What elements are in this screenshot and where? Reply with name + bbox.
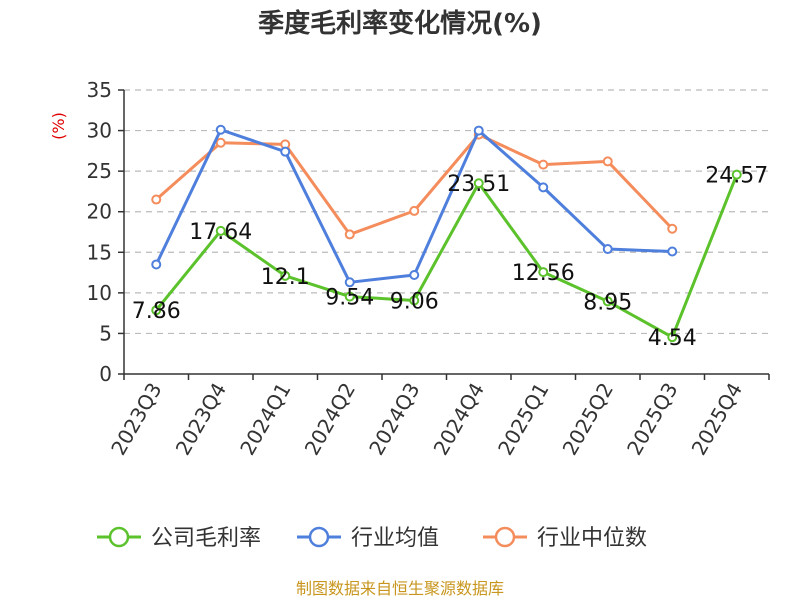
x-tick-label: 2024Q3: [364, 379, 424, 460]
data-label: 7.86: [132, 299, 181, 324]
data-point: [215, 225, 226, 236]
data-point: [473, 178, 484, 189]
data-point: [538, 159, 549, 170]
data-point: [538, 182, 549, 193]
data-label: 24.57: [705, 164, 768, 189]
data-point: [409, 205, 420, 216]
legend-marker: [494, 526, 516, 548]
y-tick-label: 0: [99, 362, 112, 386]
y-tick-label: 25: [87, 159, 112, 183]
x-tick-label: 2023Q3: [106, 379, 166, 460]
data-point: [151, 194, 162, 205]
x-tick-label: 2024Q4: [429, 379, 489, 460]
data-point: [344, 277, 355, 288]
x-tick-label: 2025Q3: [622, 379, 682, 460]
data-label: 12.1: [261, 265, 310, 290]
data-point: [151, 259, 162, 270]
legend-marker: [308, 526, 330, 548]
data-label: 8.95: [583, 290, 632, 315]
data-point: [731, 169, 742, 180]
legend: 公司毛利率 行业均值 行业中位数: [97, 526, 647, 551]
data-point: [344, 291, 355, 302]
data-point: [473, 125, 484, 136]
legend-item: 行业中位数: [483, 526, 647, 551]
x-tick-label: 2023Q4: [171, 379, 231, 460]
data-label: 9.54: [325, 286, 374, 311]
data-point: [215, 137, 226, 148]
legend-marker: [108, 526, 130, 548]
series-1: [151, 124, 678, 288]
data-point: [667, 332, 678, 343]
legend-item: 行业均值: [297, 526, 439, 551]
x-tick-label: 2024Q2: [300, 379, 360, 460]
series-0: [151, 169, 742, 343]
legend-item: 公司毛利率: [97, 526, 261, 551]
x-tick-label: 2025Q4: [687, 379, 747, 460]
data-label: 17.64: [189, 220, 252, 245]
legend-label: 行业中位数: [537, 526, 647, 551]
data-point: [409, 270, 420, 281]
chart-title: 季度毛利率变化情况(%): [258, 8, 542, 39]
legend-label: 行业均值: [351, 526, 439, 551]
x-tick-label: 2025Q1: [493, 379, 553, 460]
data-point: [602, 296, 613, 307]
data-label: 12.56: [512, 261, 575, 286]
data-point: [151, 305, 162, 316]
source-note: 制图数据来自恒生聚源数据库: [296, 579, 504, 598]
data-label: 9.06: [390, 289, 439, 314]
y-tick-label: 15: [87, 240, 112, 264]
legend-label: 公司毛利率: [151, 526, 261, 551]
data-point: [215, 124, 226, 135]
y-tick-label: 30: [87, 119, 112, 143]
data-point: [602, 244, 613, 255]
data-point: [280, 146, 291, 157]
data-label: 23.51: [447, 172, 510, 197]
data-point: [409, 295, 420, 306]
data-point: [667, 246, 678, 257]
y-tick-label: 5: [99, 321, 112, 345]
series-line: [155, 174, 739, 339]
x-tick-label: 2024Q1: [235, 379, 295, 460]
y-tick-label: 10: [87, 281, 112, 305]
y-axis-label: (%): [49, 112, 68, 140]
data-point: [280, 270, 291, 281]
y-tick-label: 35: [87, 78, 112, 102]
data-point: [602, 156, 613, 167]
data-labels: 7.86 17.64 12.1 9.54 9.06 23.51 12.56 8.95 4.54 2…: [132, 164, 768, 352]
data-label: 4.54: [648, 326, 697, 351]
x-tick-label: 2025Q2: [558, 379, 618, 460]
data-point: [344, 229, 355, 240]
series-layer: [151, 124, 742, 343]
y-tick-label: 20: [87, 200, 112, 224]
data-point: [538, 267, 549, 278]
data-point: [667, 223, 678, 234]
